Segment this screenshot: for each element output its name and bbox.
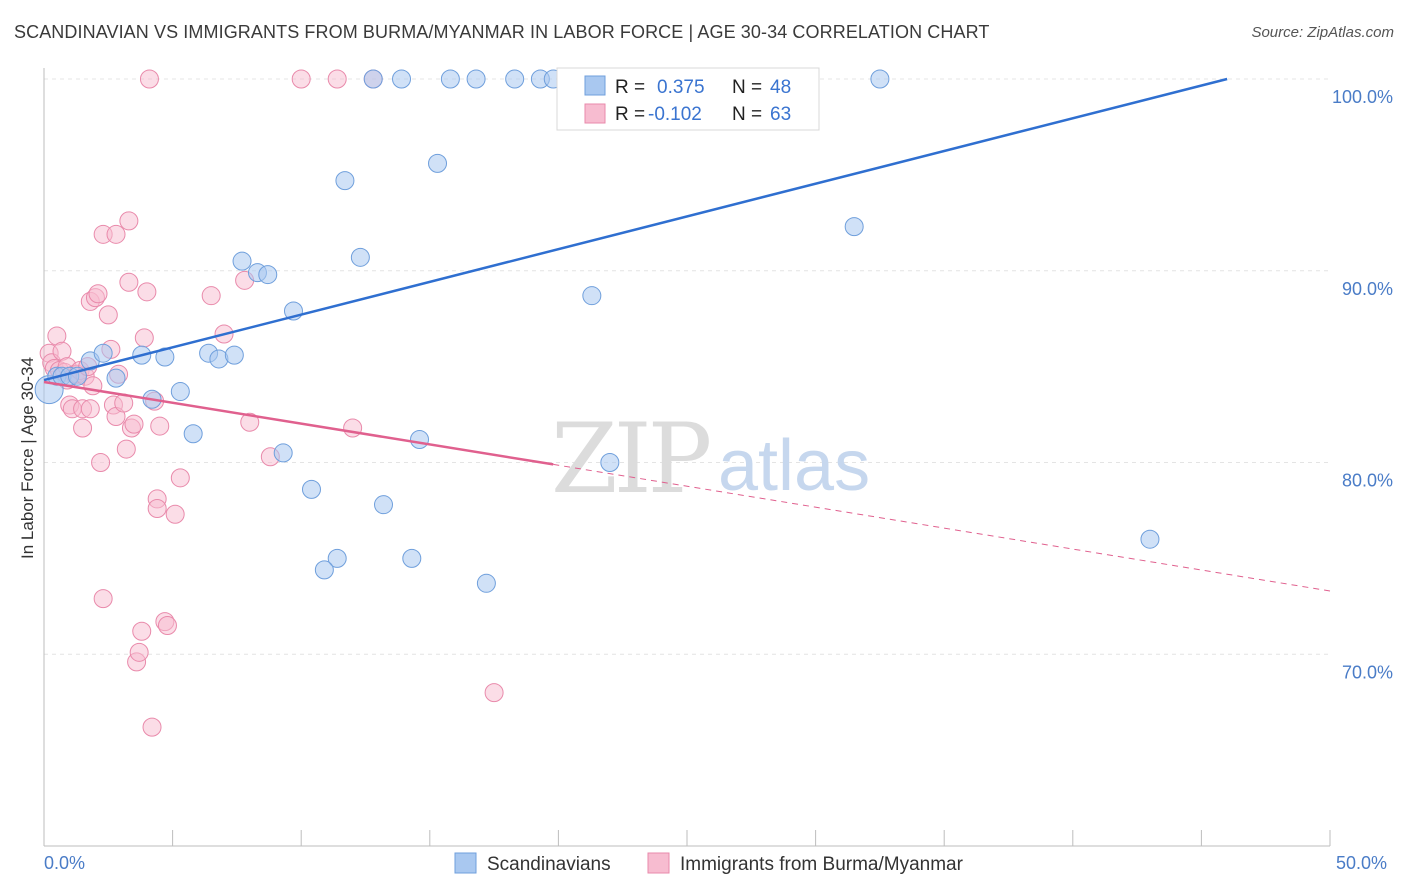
data-point-burma	[139, 69, 159, 89]
source-credit: Source: ZipAtlas.com	[1251, 24, 1394, 41]
data-point-scandinavians	[428, 153, 448, 173]
trend-line-scandinavians	[43, 77, 1228, 382]
data-point-scandinavians	[440, 69, 460, 89]
data-point-burma	[147, 499, 167, 519]
data-point-burma	[343, 418, 363, 438]
legend-n-value: 63	[770, 104, 791, 125]
data-point-scandinavians	[258, 265, 278, 285]
axes	[43, 68, 1331, 847]
trend-lines	[43, 77, 1331, 592]
bottom-legend-label-scandinavians: Scandinavians	[487, 854, 611, 875]
data-point-scandinavians	[183, 424, 203, 444]
data-point-scandinavians	[466, 69, 486, 89]
chart-title: SCANDINAVIAN VS IMMIGRANTS FROM BURMA/MY…	[14, 22, 990, 42]
data-point-burma	[88, 284, 108, 304]
data-point-scandinavians	[170, 382, 190, 402]
legend-r-label: R =	[615, 77, 645, 98]
data-point-burma	[119, 272, 139, 292]
bottom-legend-swatch-scandinavians	[454, 852, 477, 874]
data-point-burma	[137, 282, 157, 302]
bottom-legend: Scandinavians Immigrants from Burma/Myan…	[454, 852, 964, 875]
x-tick-label-max: 50.0%	[1336, 853, 1387, 873]
data-point-burma	[157, 615, 177, 635]
data-point-scandinavians	[402, 548, 422, 568]
data-point-burma	[73, 418, 93, 438]
data-point-burma	[165, 504, 185, 524]
y-tick-label: 100.0%	[1332, 87, 1393, 107]
data-point-scandinavians	[363, 69, 383, 89]
data-point-burma	[106, 224, 126, 244]
data-point-scandinavians	[582, 286, 602, 306]
data-point-scandinavians	[600, 453, 620, 472]
gridlines	[44, 78, 1330, 655]
x-tick-label-min: 0.0%	[44, 853, 85, 873]
data-point-scandinavians	[350, 247, 370, 267]
y-tick-labels: 70.0% 80.0% 90.0% 100.0%	[1332, 87, 1393, 682]
watermark-zip: ZIP	[551, 403, 710, 515]
data-point-burma	[240, 412, 260, 432]
data-point-burma	[134, 328, 154, 348]
watermark: ZIP atlas	[551, 403, 870, 515]
legend-swatch-burma	[584, 103, 606, 124]
data-point-burma	[91, 453, 111, 472]
data-point-scandinavians	[844, 217, 864, 237]
data-point-burma	[129, 642, 149, 662]
data-point-burma	[98, 305, 118, 325]
trend-line-burma	[43, 380, 554, 466]
data-point-burma	[327, 69, 347, 89]
data-point-scandinavians	[374, 495, 394, 515]
data-point-burma	[142, 717, 162, 737]
legend-n-label: N =	[732, 77, 762, 98]
data-point-scandinavians	[224, 345, 244, 365]
data-point-scandinavians	[232, 251, 252, 271]
data-point-scandinavians	[410, 429, 430, 449]
data-point-scandinavians	[93, 343, 113, 363]
data-point-scandinavians	[301, 479, 321, 499]
data-point-scandinavians	[870, 69, 890, 89]
data-point-scandinavians	[273, 443, 293, 463]
data-point-burma	[80, 399, 100, 419]
data-point-scandinavians	[106, 368, 126, 388]
y-axis-title: In Labor Force | Age 30-34	[18, 357, 37, 559]
data-point-scandinavians	[335, 171, 355, 191]
legend-swatch-scandinavians	[584, 75, 606, 96]
trend-line-burma-extension	[553, 463, 1331, 592]
data-point-scandinavians	[392, 69, 412, 89]
series-burma-points	[39, 69, 504, 737]
data-point-burma	[124, 414, 144, 434]
y-tick-label: 90.0%	[1342, 279, 1393, 299]
watermark-atlas: atlas	[718, 426, 870, 506]
data-point-burma	[132, 621, 152, 641]
data-point-burma	[170, 468, 190, 488]
data-point-scandinavians	[1140, 529, 1160, 549]
data-point-scandinavians	[505, 69, 525, 89]
data-point-burma	[291, 69, 311, 89]
legend-r-value: -0.102	[648, 104, 702, 125]
y-tick-label: 70.0%	[1342, 662, 1393, 682]
data-point-burma	[93, 589, 113, 609]
data-point-burma	[150, 416, 170, 436]
bottom-legend-swatch-burma	[647, 852, 670, 874]
data-point-burma	[484, 683, 504, 703]
data-point-burma	[116, 439, 136, 459]
data-point-scandinavians	[327, 548, 347, 568]
data-point-scandinavians	[314, 560, 334, 580]
legend-r-value: 0.375	[657, 77, 705, 98]
data-point-scandinavians	[476, 573, 496, 593]
bottom-legend-label-burma: Immigrants from Burma/Myanmar	[680, 854, 964, 875]
data-point-burma	[201, 286, 221, 306]
legend-r-label: R =	[615, 104, 645, 125]
legend-n-value: 48	[770, 77, 791, 98]
legend-n-label: N =	[732, 104, 762, 125]
y-tick-label: 80.0%	[1342, 471, 1393, 491]
legend-box: R = 0.375 N = 48 R = -0.102 N = 63	[556, 67, 820, 131]
data-point-burma	[119, 211, 139, 231]
